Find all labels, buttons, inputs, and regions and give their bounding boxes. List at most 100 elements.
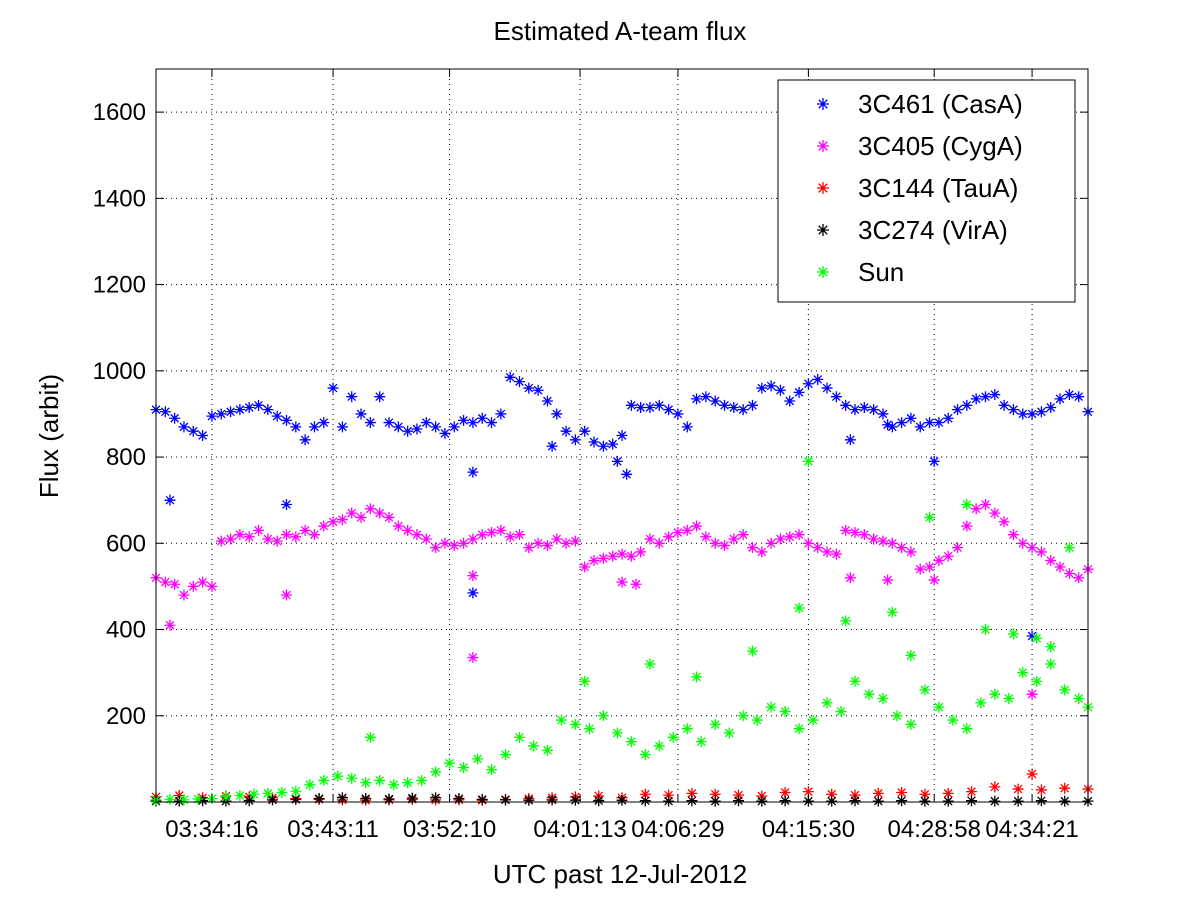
- data-point: [663, 795, 675, 807]
- y-tick-label: 1400: [93, 185, 146, 212]
- x-tick-label: 04:28:58: [888, 816, 981, 843]
- data-point: [663, 404, 675, 416]
- data-point: [746, 645, 758, 657]
- data-point: [952, 542, 964, 554]
- data-point: [364, 503, 376, 515]
- data-point: [709, 795, 721, 807]
- data-point: [882, 419, 894, 431]
- data-point: [1073, 693, 1085, 705]
- data-point: [197, 795, 209, 807]
- data-point: [1026, 688, 1038, 700]
- data-point: [579, 561, 591, 573]
- data-point: [406, 792, 418, 804]
- data-point: [374, 391, 386, 403]
- data-point: [1073, 572, 1085, 584]
- data-point: [439, 537, 451, 549]
- data-point: [849, 675, 861, 687]
- data-point: [541, 395, 553, 407]
- x-tick-label: 03:43:11: [287, 816, 379, 843]
- data-point: [746, 542, 758, 554]
- data-point: [486, 764, 498, 776]
- data-point: [1059, 782, 1071, 794]
- data-point: [579, 675, 591, 687]
- data-point: [616, 576, 628, 588]
- data-point: [560, 537, 572, 549]
- data-point: [541, 744, 553, 756]
- legend-entry-label: 3C405 (CygA): [858, 131, 1023, 161]
- data-point: [942, 795, 954, 807]
- data-point: [476, 529, 488, 541]
- data-point: [928, 455, 940, 467]
- data-point: [253, 524, 265, 536]
- data-point: [513, 376, 525, 388]
- data-point: [532, 537, 544, 549]
- data-point: [737, 710, 749, 722]
- data-point: [877, 535, 889, 547]
- data-point: [952, 404, 964, 416]
- data-point: [709, 537, 721, 549]
- legend: 3C461 (CasA) 3C405 (CygA) 3C144 (TauA) 3C27…: [777, 79, 1076, 303]
- data-point: [467, 417, 479, 429]
- data-point: [896, 795, 908, 807]
- data-point: [215, 535, 227, 547]
- data-point: [430, 766, 442, 778]
- data-point: [793, 602, 805, 614]
- data-point: [784, 531, 796, 543]
- x-axis-label: UTC past 12-Jul-2012: [493, 859, 747, 889]
- data-point: [467, 587, 479, 599]
- data-point: [197, 430, 209, 441]
- data-point: [364, 731, 376, 743]
- data-point: [611, 727, 623, 739]
- data-point: [695, 736, 707, 748]
- data-point: [355, 408, 367, 420]
- data-point: [756, 382, 768, 394]
- data-point: [1045, 658, 1057, 670]
- data-point: [523, 542, 535, 554]
- data-point: [686, 787, 698, 799]
- legend-entry-label: 3C461 (CasA): [858, 89, 1023, 119]
- data-point: [830, 548, 842, 560]
- data-point: [989, 795, 1001, 807]
- data-point: [663, 531, 675, 543]
- y-tick-label: 1000: [93, 358, 146, 385]
- data-point: [635, 546, 647, 558]
- data-point: [774, 384, 786, 396]
- legend-box: [777, 79, 1076, 303]
- data-point: [467, 652, 479, 664]
- data-point: [318, 520, 330, 532]
- data-point: [779, 795, 791, 807]
- data-point: [243, 531, 255, 543]
- data-point: [616, 794, 628, 806]
- data-point: [486, 527, 498, 539]
- data-point: [1035, 406, 1047, 418]
- data-point: [756, 795, 768, 807]
- data-point: [588, 555, 600, 567]
- data-point: [751, 714, 763, 726]
- data-point: [420, 417, 432, 429]
- data-point: [374, 774, 386, 786]
- data-point: [663, 789, 675, 801]
- data-point: [318, 774, 330, 786]
- data-point: [719, 399, 731, 411]
- data-point: [872, 787, 884, 799]
- data-point: [905, 412, 917, 424]
- data-point: [346, 772, 358, 784]
- legend-marker: [817, 182, 829, 194]
- data-point: [513, 529, 525, 541]
- data-point: [919, 795, 931, 807]
- data-point: [709, 788, 721, 800]
- data-point: [523, 382, 535, 394]
- data-point: [220, 791, 232, 803]
- y-tick-label: 800: [106, 444, 146, 471]
- data-point: [388, 779, 400, 791]
- data-point: [644, 658, 656, 670]
- data-point: [625, 399, 637, 411]
- data-point: [653, 399, 665, 411]
- data-point: [667, 731, 679, 743]
- data-point: [430, 792, 442, 804]
- data-point: [569, 434, 581, 446]
- data-point: [374, 507, 386, 519]
- data-point: [187, 580, 199, 592]
- data-point: [621, 468, 633, 480]
- data-point: [243, 401, 255, 413]
